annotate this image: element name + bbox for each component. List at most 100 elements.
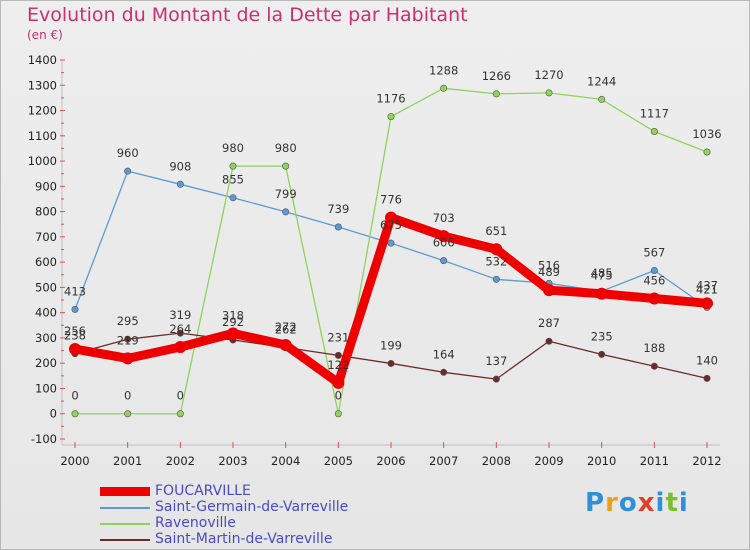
data-point: [69, 343, 81, 356]
data-label: 437: [696, 278, 718, 292]
data-point: [71, 410, 79, 418]
data-label: 235: [591, 329, 613, 343]
data-label: 532: [485, 254, 507, 268]
data-point: [492, 90, 500, 98]
y-tick-label: 1400: [28, 53, 57, 67]
data-label: 238: [64, 329, 86, 343]
data-point: [701, 297, 713, 310]
data-point: [174, 341, 187, 354]
data-point: [176, 329, 184, 337]
legend-label: FOUCARVILLE: [155, 483, 251, 499]
y-tick-label: 900: [35, 179, 57, 193]
data-point: [703, 374, 711, 382]
data-point: [387, 113, 395, 121]
data-point: [334, 223, 342, 231]
data-label: 295: [117, 314, 139, 328]
x-tick-label: 2003: [218, 454, 247, 468]
data-point: [543, 284, 555, 297]
data-point: [545, 337, 553, 345]
data-label: 413: [64, 284, 86, 298]
y-tick-label: -100: [31, 432, 57, 446]
x-tick-label: 2002: [166, 454, 195, 468]
data-point: [176, 410, 184, 418]
data-label: 137: [485, 354, 507, 368]
data-label: 456: [643, 274, 665, 288]
data-point: [279, 339, 292, 352]
data-point: [648, 292, 661, 305]
data-label: 188: [643, 341, 665, 355]
legend-entry: Saint-Martin-de-Varreville: [100, 531, 420, 548]
data-label: 0: [335, 389, 342, 403]
data-label: 256: [64, 324, 86, 338]
data-point: [440, 257, 448, 265]
data-point: [124, 167, 132, 175]
data-point: [124, 410, 132, 418]
legend: FOUCARVILLE Saint-Germain-de-Varreville Ra…: [100, 483, 420, 548]
data-point: [650, 266, 658, 274]
data-label: 164: [433, 347, 455, 361]
logo-letter: i: [655, 488, 666, 518]
x-tick-label: 2011: [640, 454, 669, 468]
data-label: 516: [538, 258, 560, 272]
x-tick-label: 2000: [60, 454, 89, 468]
y-tick-label: 1000: [28, 154, 57, 168]
data-label: 272: [275, 320, 297, 334]
data-label: 287: [538, 316, 560, 330]
data-label: 980: [222, 141, 244, 155]
legend-swatch: [100, 539, 150, 541]
data-point: [437, 230, 450, 243]
y-tick-label: 200: [35, 356, 57, 370]
data-point: [124, 335, 132, 343]
data-label: 703: [433, 211, 455, 225]
data-label: 319: [169, 308, 191, 322]
data-point: [440, 84, 448, 92]
x-tick-label: 2008: [482, 454, 511, 468]
x-tick-label: 2004: [271, 454, 300, 468]
data-point: [334, 351, 342, 359]
data-label: 475: [591, 269, 613, 283]
data-point: [227, 327, 239, 340]
data-point: [440, 368, 448, 376]
data-point: [598, 95, 606, 103]
data-label: 606: [433, 236, 455, 250]
y-tick-label: 100: [35, 381, 57, 395]
legend-entry: Saint-Germain-de-Varreville: [100, 499, 420, 516]
x-tick-label: 2005: [324, 454, 353, 468]
y-tick-label: 1200: [28, 104, 57, 118]
logo-letter: P: [585, 488, 606, 518]
data-label: 219: [117, 333, 139, 347]
x-tick-label: 2012: [692, 454, 721, 468]
legend-label: Saint-Germain-de-Varreville: [155, 499, 349, 515]
data-label: 651: [485, 224, 507, 238]
data-point: [282, 208, 290, 216]
y-tick-label: 500: [35, 280, 57, 294]
data-label: 489: [538, 265, 560, 279]
data-point: [598, 350, 606, 358]
data-point: [703, 148, 711, 156]
data-point: [650, 128, 658, 136]
data-point: [492, 275, 500, 283]
x-tick-label: 2009: [534, 454, 563, 468]
data-label: 231: [327, 330, 349, 344]
legend-swatch: [100, 487, 150, 496]
data-label: 318: [222, 308, 244, 322]
y-tick-label: 600: [35, 255, 57, 269]
data-point: [650, 362, 658, 370]
y-tick-label: 1100: [28, 129, 57, 143]
legend-entry: FOUCARVILLE: [100, 483, 420, 500]
data-point: [71, 305, 79, 313]
y-tick-label: 300: [35, 331, 57, 345]
data-point: [282, 162, 290, 170]
y-tick-label: 800: [35, 205, 57, 219]
data-point: [332, 376, 345, 389]
legend-label: Ravenoville: [155, 515, 236, 531]
data-point: [490, 243, 503, 256]
y-tick-label: 400: [35, 306, 57, 320]
data-label: 0: [124, 389, 131, 403]
chart-title: Evolution du Montant de la Dette par Hab…: [27, 4, 468, 26]
data-point: [387, 239, 395, 247]
data-point: [176, 180, 184, 188]
data-label: 1036: [692, 127, 721, 141]
data-label: 1176: [376, 92, 405, 106]
